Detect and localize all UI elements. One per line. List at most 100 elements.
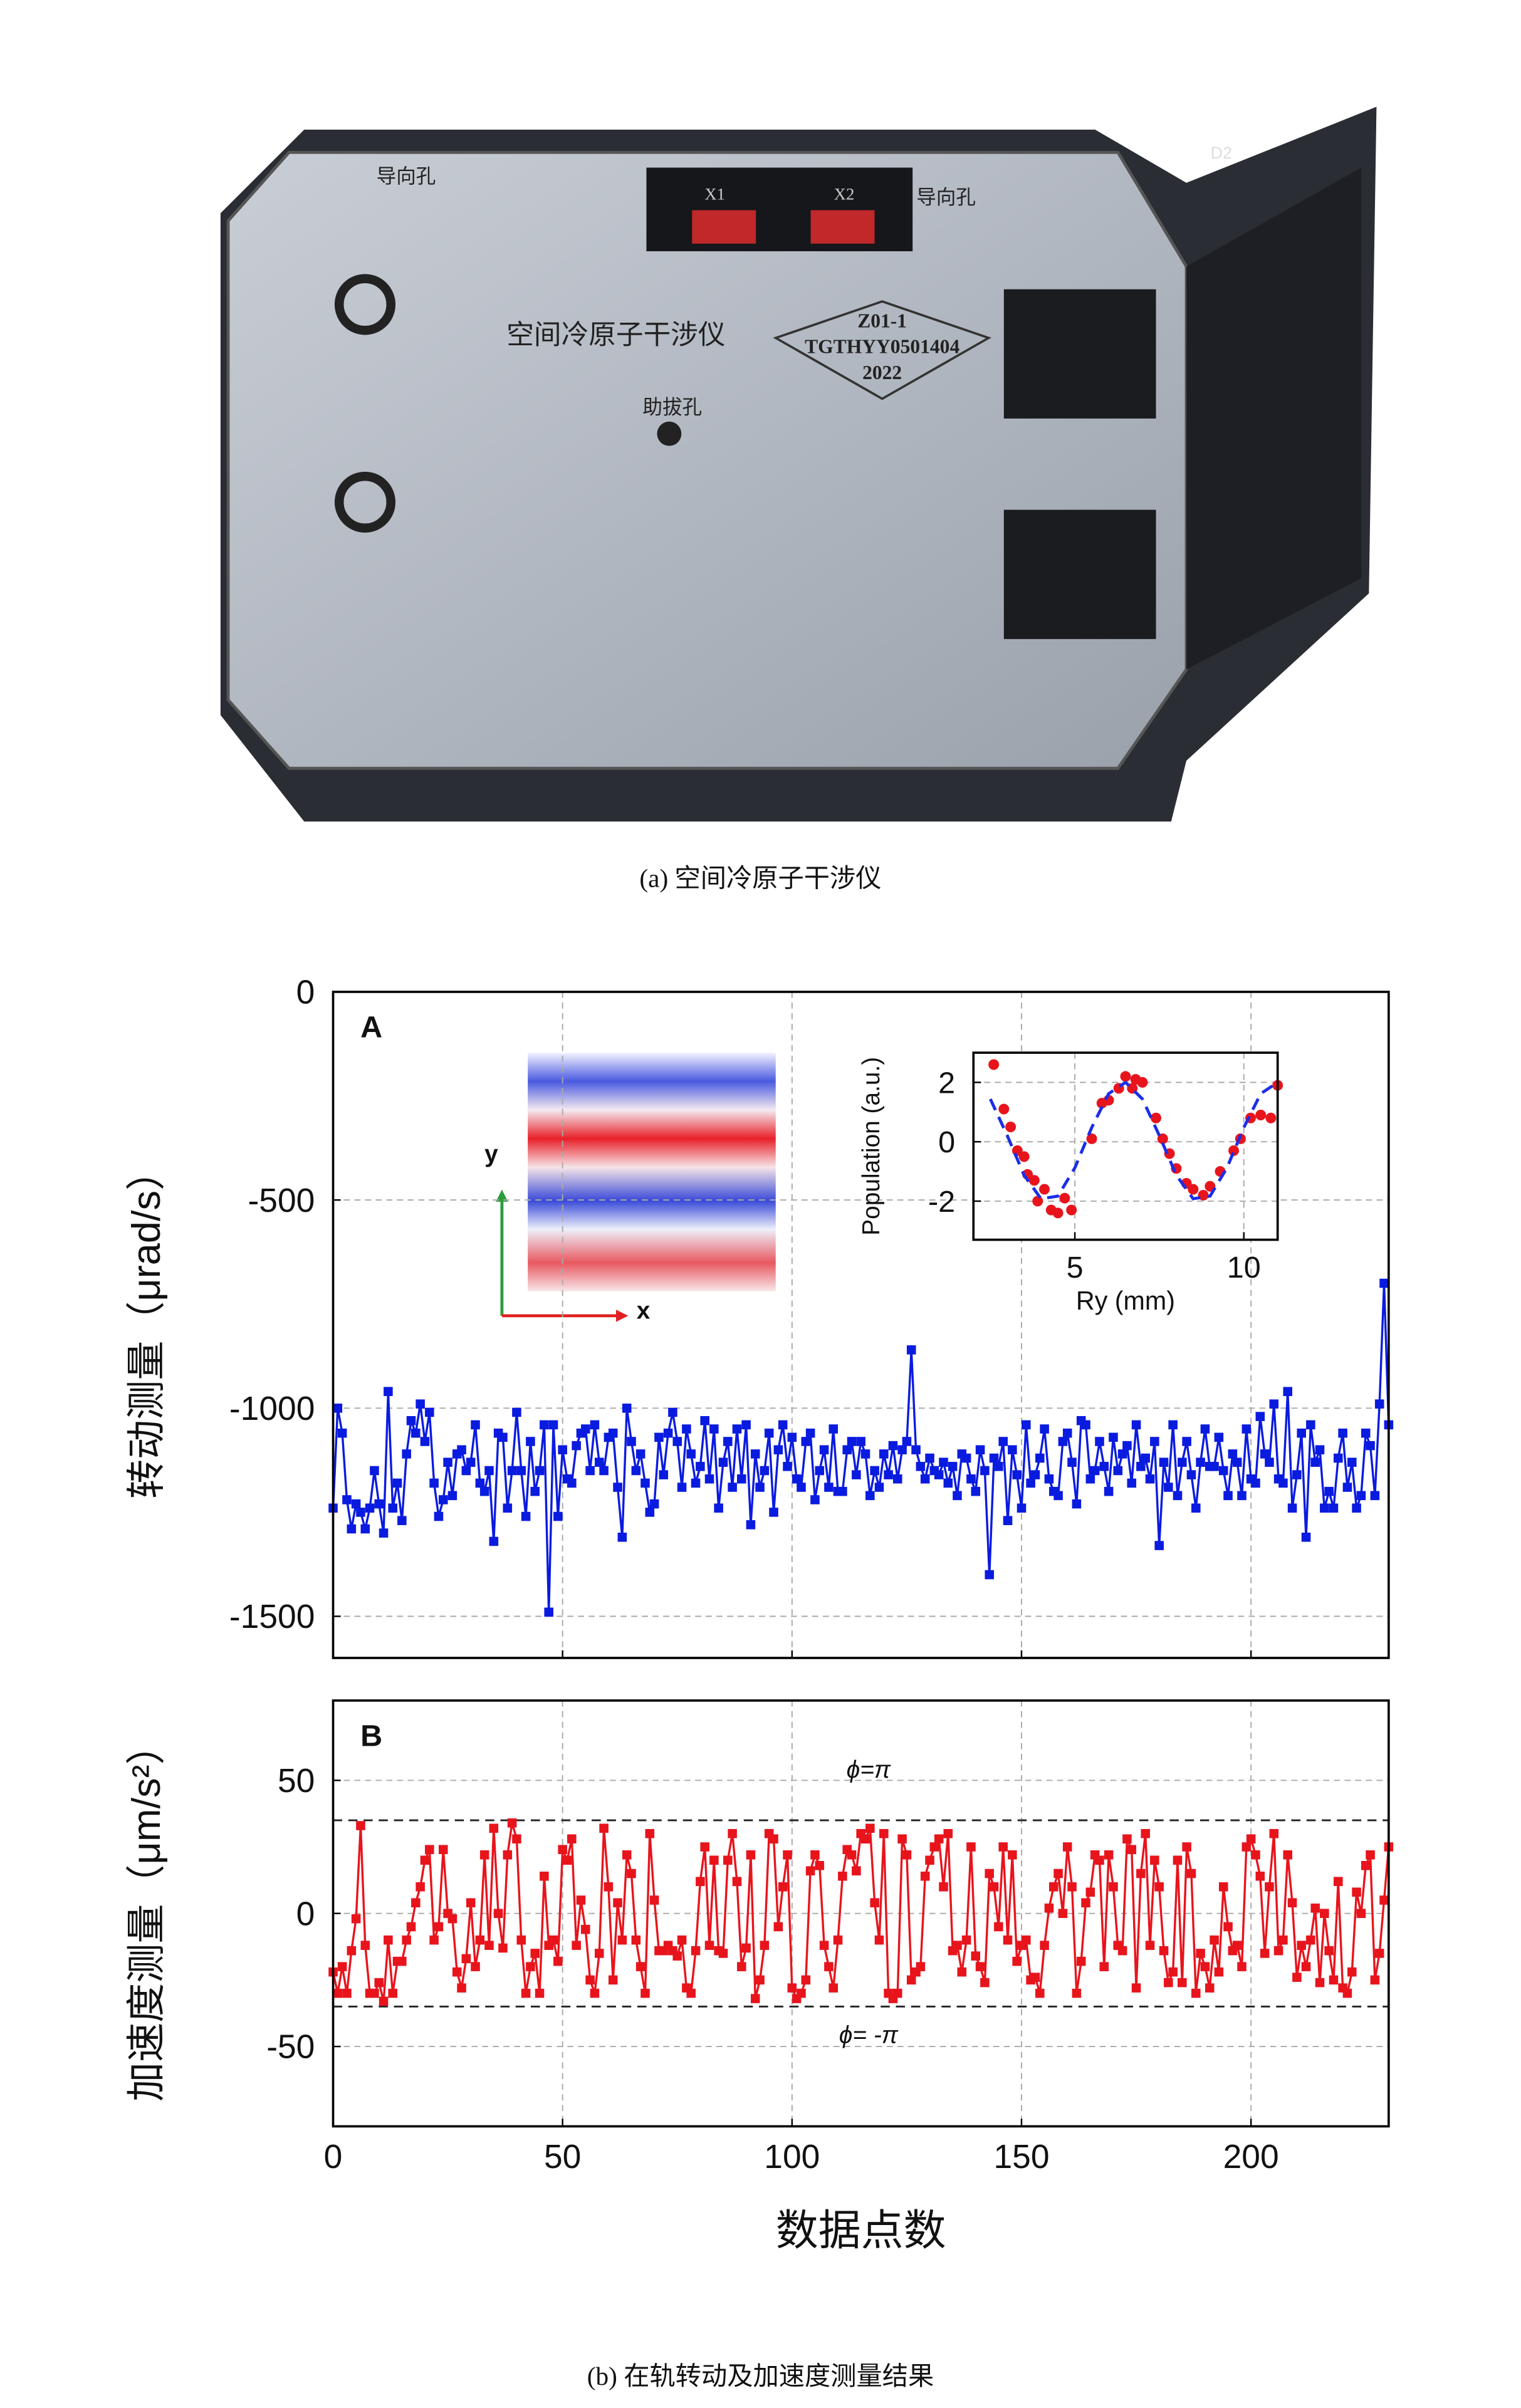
data-point <box>1159 1457 1169 1467</box>
data-point <box>718 1949 728 1958</box>
data-point <box>746 1850 756 1860</box>
data-point <box>1186 1869 1196 1879</box>
data-point <box>1237 1491 1247 1501</box>
data-point <box>1329 1503 1339 1513</box>
data-point <box>732 1877 742 1887</box>
data-point <box>1117 1946 1127 1956</box>
x-tick-label: 0 <box>324 2139 343 2176</box>
data-point <box>1196 1949 1205 1958</box>
data-point <box>1117 1449 1127 1459</box>
data-point <box>953 1491 962 1501</box>
data-point <box>792 1474 802 1484</box>
data-point <box>567 1478 577 1488</box>
data-point <box>585 1466 595 1476</box>
data-point <box>778 1420 788 1430</box>
data-point <box>1278 1935 1288 1945</box>
data-point <box>971 1486 981 1496</box>
data-point <box>682 1424 691 1434</box>
data-point <box>704 1941 714 1950</box>
data-point <box>985 1869 995 1879</box>
data-point <box>874 1935 884 1945</box>
y-tick-label: -500 <box>248 1182 315 1219</box>
data-point <box>998 1103 1010 1115</box>
data-point <box>961 1453 971 1463</box>
plot-frame <box>332 1699 1390 2128</box>
data-point <box>943 1828 953 1838</box>
data-point <box>425 1407 434 1417</box>
data-point <box>1044 1903 1054 1913</box>
data-point <box>1085 1474 1095 1484</box>
data-point <box>805 1428 815 1438</box>
data-point <box>998 1437 1008 1446</box>
data-point <box>530 1486 540 1496</box>
data-point <box>540 1871 549 1881</box>
data-point <box>438 1845 448 1855</box>
data-point <box>402 1449 411 1459</box>
data-point <box>420 1855 430 1865</box>
data-point <box>1090 1466 1100 1476</box>
data-point <box>1292 1470 1302 1479</box>
data-point <box>452 1967 462 1977</box>
data-point <box>1008 1850 1017 1860</box>
data-point <box>558 1845 567 1855</box>
data-point <box>824 1483 834 1492</box>
data-point <box>750 1449 760 1459</box>
data-point <box>741 1420 751 1430</box>
data-point <box>516 1935 526 1945</box>
heatmap-inset: y x <box>484 1053 776 1325</box>
data-point <box>374 1499 384 1509</box>
data-point <box>1352 1887 1361 1897</box>
data-point <box>411 1898 421 1907</box>
data-point <box>604 1882 614 1892</box>
data-point <box>1058 1909 1068 1918</box>
data-point <box>1218 1466 1228 1476</box>
data-point <box>1269 1828 1279 1838</box>
data-point <box>1366 1441 1375 1451</box>
data-point <box>333 1988 343 1998</box>
data-point <box>797 1483 806 1492</box>
data-point <box>1109 1882 1118 1892</box>
data-point <box>360 1941 370 1950</box>
data-point <box>622 1850 632 1860</box>
data-point <box>865 1823 875 1833</box>
data-point <box>1136 1869 1146 1879</box>
data-point <box>475 1935 485 1945</box>
data-point <box>1315 1445 1325 1455</box>
data-point <box>805 1866 815 1876</box>
data-point <box>1076 1956 1086 1966</box>
data-point <box>1210 1935 1219 1945</box>
data-point <box>888 1441 898 1451</box>
data-point <box>1228 1449 1238 1459</box>
x-tick-label: 50 <box>544 2139 581 2176</box>
data-point <box>1012 1956 1022 1966</box>
data-point <box>1066 1204 1077 1216</box>
data-point <box>1255 1871 1265 1881</box>
data-point <box>1265 1457 1274 1467</box>
data-point <box>677 1483 687 1492</box>
data-point <box>374 1978 384 1988</box>
data-point <box>1232 1941 1242 1950</box>
data-point <box>1200 1962 1210 1971</box>
data-point <box>838 1486 847 1496</box>
data-point <box>700 1842 709 1852</box>
data-point <box>1120 1071 1131 1082</box>
data-point <box>714 1503 723 1513</box>
data-point <box>540 1420 549 1430</box>
data-point <box>677 1935 687 1945</box>
y-tick-label: -1000 <box>229 1390 315 1427</box>
photo-label: D2 <box>1211 143 1232 162</box>
data-point <box>397 1516 407 1525</box>
data-point <box>1053 1491 1063 1501</box>
data-point <box>572 1941 581 1950</box>
data-point <box>1085 1887 1095 1897</box>
data-point <box>980 1466 990 1476</box>
data-point <box>443 1457 452 1467</box>
data-point <box>691 1478 701 1488</box>
data-point <box>994 1462 1003 1471</box>
data-point <box>594 1949 604 1958</box>
data-point <box>939 1457 948 1467</box>
data-point <box>447 1491 457 1501</box>
data-point <box>558 1445 567 1455</box>
data-point <box>801 1437 811 1446</box>
data-point <box>1109 1432 1118 1442</box>
